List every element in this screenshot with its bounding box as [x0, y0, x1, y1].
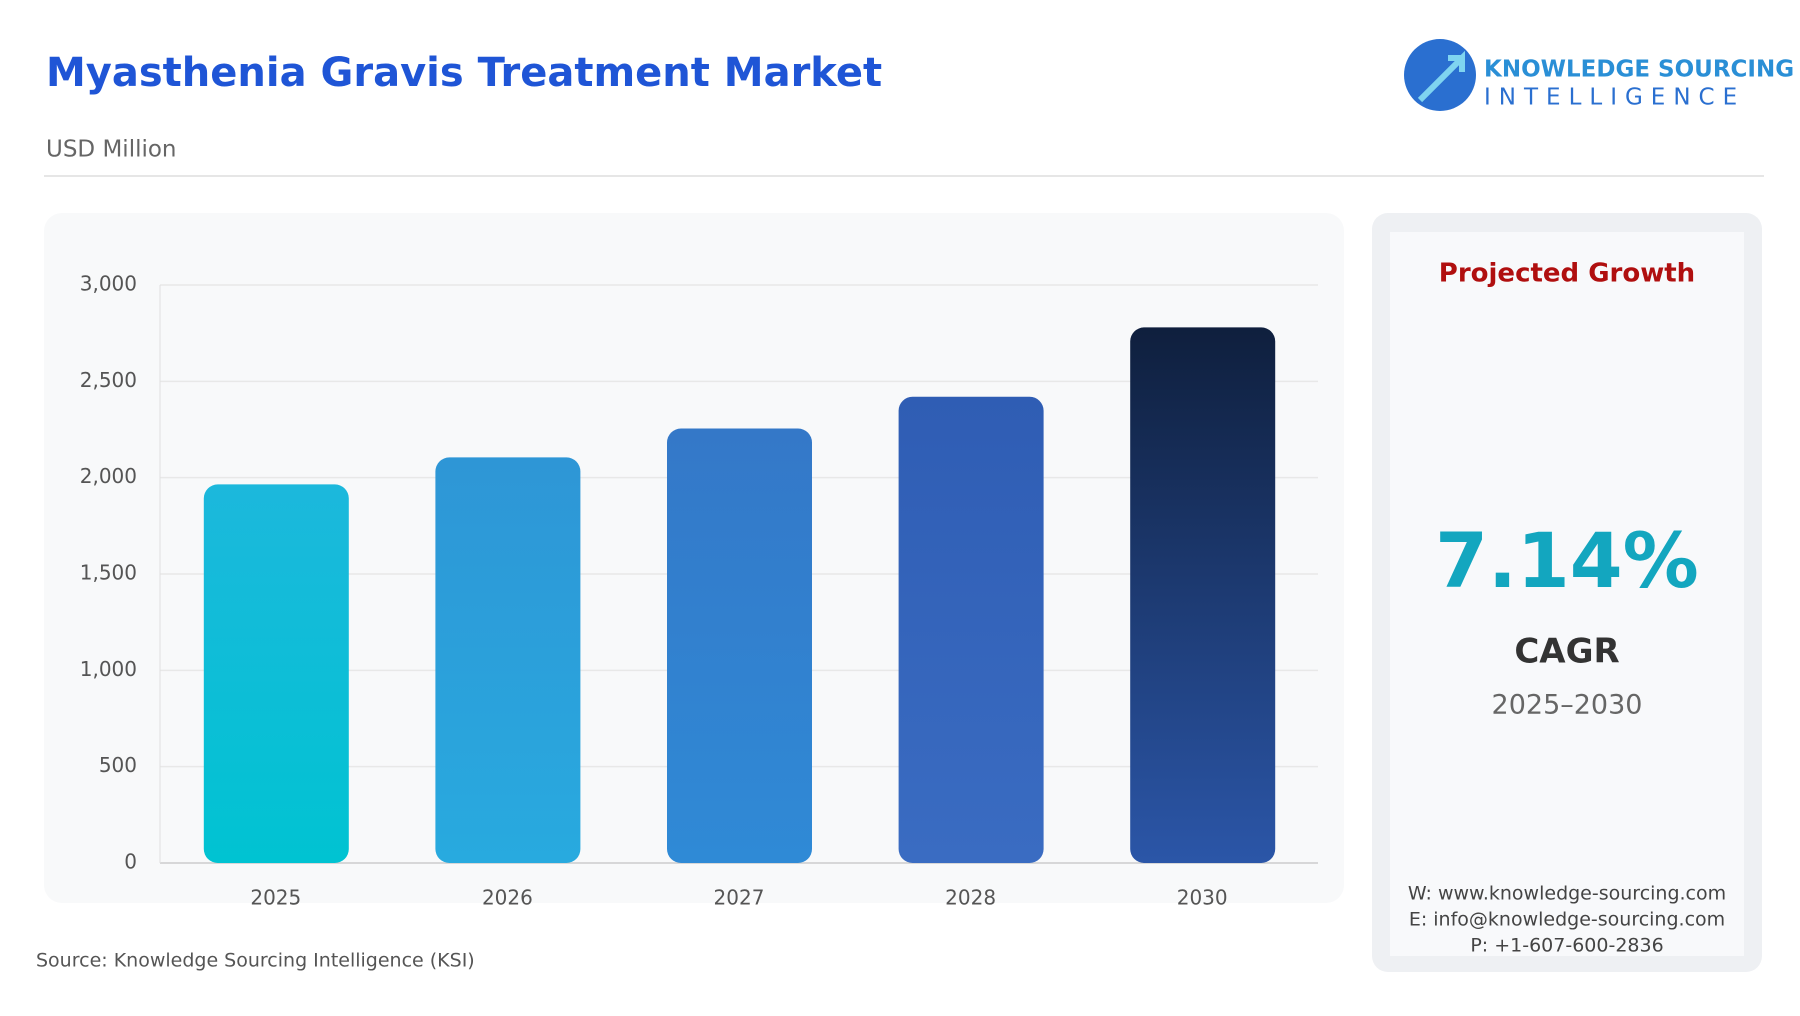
logo-icon [1404, 39, 1476, 111]
contact: W: www.knowledge-sourcing.com [1408, 883, 1726, 905]
cagr-period: 2025–2030 [1492, 690, 1643, 721]
source: Source: Knowledge Sourcing Intelligence … [36, 950, 475, 972]
x-tick-label: 2027 [714, 886, 765, 910]
contact: P: +1-607-600-2836 [1470, 935, 1663, 957]
bar [898, 396, 1044, 863]
logo-line2: INTELLIGENCE [1484, 85, 1745, 111]
title: Myasthenia Gravis Treatment Market [46, 50, 882, 96]
x-tick-label: 2028 [945, 886, 996, 910]
bar [203, 484, 349, 863]
contact: E: info@knowledge-sourcing.com [1409, 909, 1725, 931]
bar [1130, 327, 1276, 863]
y-tick-label: 2,000 [80, 464, 137, 488]
logo-arrow [1417, 50, 1465, 103]
y-tick-label: 1,500 [80, 561, 137, 585]
cagr-value: 7.14% [1435, 516, 1699, 605]
cagr-label: CAGR [1514, 632, 1619, 672]
logo-line1: KNOWLEDGE SOURCING [1484, 57, 1794, 83]
x-tick-label: 2030 [1177, 886, 1228, 910]
y-tick-label: 3,000 [80, 272, 137, 296]
bar [435, 457, 581, 863]
y-tick-label: 2,500 [80, 368, 137, 392]
panel-heading: Projected Growth [1439, 259, 1695, 289]
logo: KNOWLEDGE SOURCING INTELLIGENCE [1404, 39, 1794, 111]
panel [1390, 232, 1744, 956]
x-tick-label: 2026 [482, 886, 533, 910]
plot: 0 500 1,000 1,500 2,000 2,500 3,000 2025 2026 202… [80, 272, 1318, 910]
y-tick-label: 1,000 [80, 657, 137, 681]
x-tick-label: 2025 [250, 886, 301, 910]
bar [667, 428, 812, 863]
y-tick-label: 500 [99, 753, 137, 777]
y-tick-label: 0 [124, 850, 137, 874]
subtitle: USD Million [46, 137, 177, 163]
